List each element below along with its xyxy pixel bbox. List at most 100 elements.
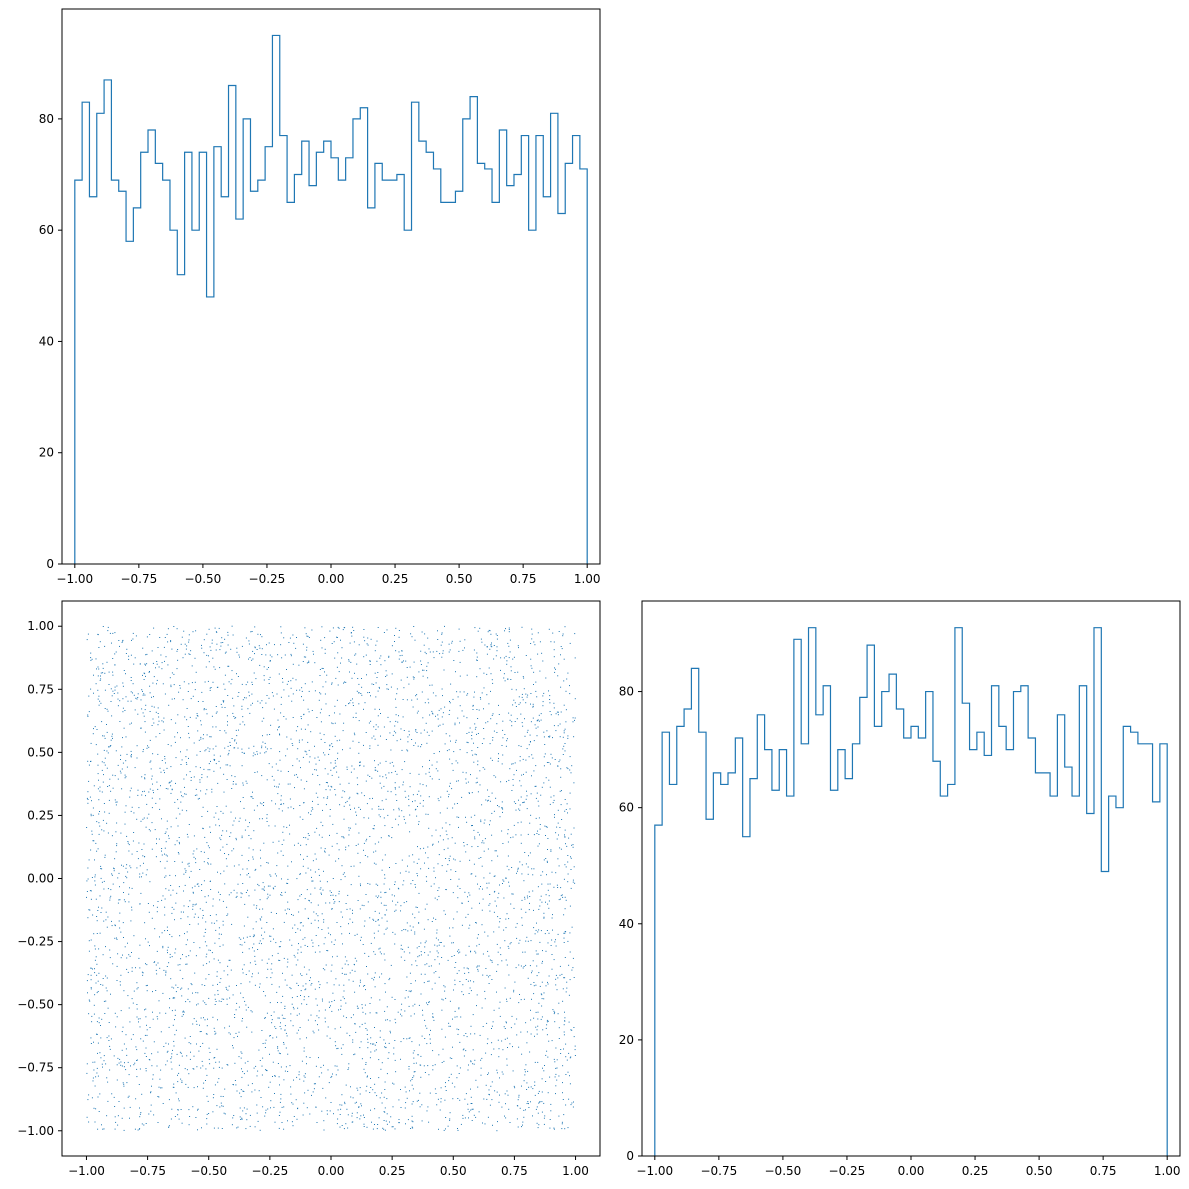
scatter-point <box>348 703 349 705</box>
scatter-point <box>359 764 361 766</box>
scatter-point <box>414 1071 416 1073</box>
scatter-point <box>569 951 571 953</box>
scatter-point <box>372 1089 374 1091</box>
scatter-point <box>537 1018 539 1020</box>
scatter-point <box>388 979 390 981</box>
scatter-point <box>291 700 293 702</box>
scatter-point <box>427 1065 429 1067</box>
scatter-point <box>256 805 258 807</box>
scatter-point <box>314 662 316 664</box>
scatter-point <box>520 908 522 910</box>
scatter-point <box>254 869 256 871</box>
scatter-point <box>489 1094 490 1096</box>
scatter-point <box>520 965 522 967</box>
scatter-point <box>304 683 306 685</box>
scatter-point <box>531 638 533 640</box>
scatter-point <box>441 1062 443 1063</box>
scatter-point <box>253 745 255 747</box>
scatter-point <box>513 656 515 658</box>
scatter-point <box>130 755 132 757</box>
scatter-point <box>195 903 197 905</box>
scatter-point <box>526 795 528 797</box>
scatter-point <box>214 1033 216 1035</box>
scatter-point <box>488 955 490 957</box>
scatter-point <box>86 639 88 641</box>
scatter-point <box>261 803 263 805</box>
scatter-point <box>196 848 198 850</box>
scatter-point <box>105 919 107 921</box>
scatter-point <box>497 805 498 806</box>
scatter-point <box>410 883 412 885</box>
scatter-point <box>134 657 136 659</box>
scatter-point <box>220 839 222 841</box>
scatter-point <box>511 790 513 791</box>
scatter-point <box>175 948 177 950</box>
scatter-point <box>526 1082 528 1084</box>
scatter-point <box>341 1094 343 1096</box>
scatter-point <box>443 985 445 987</box>
scatter-point <box>565 1074 567 1075</box>
scatter-point <box>259 983 261 985</box>
scatter-point <box>447 1125 449 1127</box>
scatter-point <box>290 806 292 808</box>
scatter-point <box>397 901 399 903</box>
scatter-point <box>122 1026 124 1028</box>
scatter-point <box>279 946 281 948</box>
scatter-point <box>374 937 375 939</box>
scatter-point <box>472 1108 474 1110</box>
scatter-point <box>338 671 340 673</box>
scatter-point <box>484 931 486 933</box>
scatter-point <box>205 921 207 923</box>
scatter-point <box>463 967 465 969</box>
scatter-point <box>463 691 465 693</box>
scatter-point <box>132 840 134 842</box>
scatter-point <box>209 748 211 750</box>
scatter-point <box>247 916 249 918</box>
scatter-point <box>546 861 548 863</box>
scatter-point <box>149 1027 151 1028</box>
scatter-point <box>302 985 304 987</box>
scatter-point <box>403 880 405 882</box>
scatter-point <box>283 921 285 923</box>
scatter-point <box>569 1057 571 1059</box>
scatter-point <box>416 712 418 714</box>
scatter-point <box>268 763 270 765</box>
scatter-point <box>251 684 253 685</box>
scatter-point <box>556 884 558 886</box>
scatter-point <box>530 1086 532 1088</box>
scatter-point <box>217 871 218 873</box>
scatter-point <box>395 904 397 906</box>
scatter-point <box>332 956 333 958</box>
scatter-point <box>526 1103 528 1104</box>
scatter-point <box>345 903 347 904</box>
scatter-point <box>142 872 144 874</box>
scatter-point <box>170 640 172 642</box>
scatter-point <box>231 850 233 852</box>
scatter-point <box>573 977 575 978</box>
scatter-point <box>464 1098 466 1100</box>
scatter-point <box>241 837 243 839</box>
scatter-point <box>379 951 381 953</box>
scatter-point <box>542 1029 544 1031</box>
scatter-point <box>87 714 89 716</box>
scatter-point <box>261 927 263 929</box>
scatter-point <box>492 682 494 684</box>
scatter-point <box>503 1026 505 1028</box>
scatter-point <box>308 690 310 692</box>
scatter-point <box>119 770 121 772</box>
scatter-point <box>252 856 254 858</box>
scatter-point <box>508 869 510 871</box>
scatter-point <box>342 836 344 838</box>
scatter-point <box>159 967 161 969</box>
scatter-point <box>555 939 556 941</box>
scatter-point <box>535 1026 537 1028</box>
scatter-point <box>527 897 529 899</box>
scatter-point <box>388 772 390 774</box>
scatter-point <box>258 1090 260 1092</box>
scatter-point <box>107 832 109 834</box>
scatter-point <box>414 884 416 885</box>
scatter-point <box>422 675 424 677</box>
scatter-point <box>306 780 308 782</box>
scatter-point <box>244 1000 246 1002</box>
scatter-point <box>538 908 540 910</box>
